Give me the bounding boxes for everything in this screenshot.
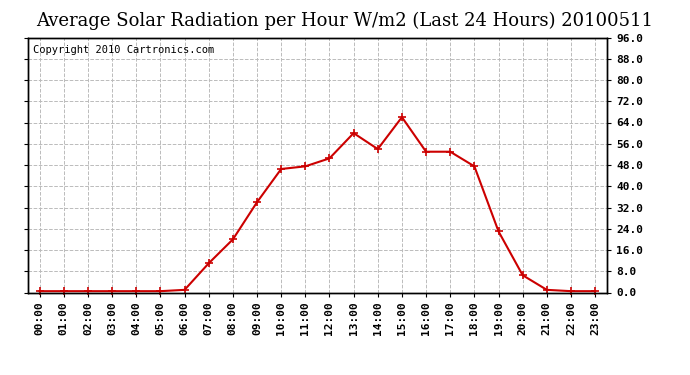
Text: Average Solar Radiation per Hour W/m2 (Last 24 Hours) 20100511: Average Solar Radiation per Hour W/m2 (L… [37,11,653,30]
Text: Copyright 2010 Cartronics.com: Copyright 2010 Cartronics.com [33,45,215,55]
